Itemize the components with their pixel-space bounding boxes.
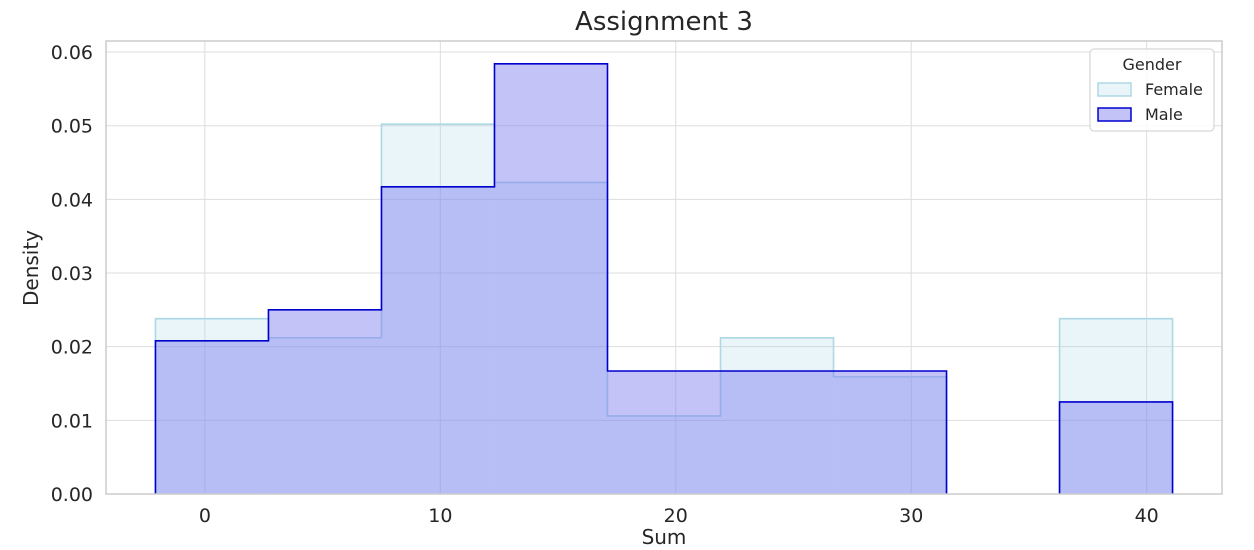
series-female — [154, 123, 1174, 495]
y-axis-label: Density — [19, 230, 43, 306]
y-tick-label: 0.01 — [51, 410, 93, 432]
step-outline-male — [154, 63, 948, 494]
plot-frame — [105, 40, 1223, 495]
x-tick-label: 40 — [1135, 505, 1159, 527]
x-tick-label: 0 — [199, 505, 211, 527]
legend-box — [1089, 48, 1215, 132]
bar-male — [155, 340, 269, 494]
bar-female — [381, 124, 495, 495]
bar-female — [1059, 318, 1173, 494]
y-tick-label: 0.05 — [51, 116, 93, 138]
axis-ticks: 0 10 20 30 40 0.00 0.01 0.02 0.03 0.04 0.05 0.06 — [51, 42, 1159, 527]
legend-swatch-male — [1097, 107, 1132, 122]
series-male — [154, 63, 1174, 495]
bar-female — [268, 337, 382, 494]
step-outline-male — [1058, 401, 1174, 494]
x-tick-label: 20 — [664, 505, 688, 527]
y-tick-label: 0.06 — [51, 42, 93, 64]
bar-female — [607, 415, 721, 494]
x-axis-label: Sum — [642, 525, 687, 549]
bar-male — [720, 370, 834, 494]
bar-male — [1059, 401, 1173, 494]
bar-male — [833, 370, 947, 494]
bar-female — [720, 337, 834, 494]
y-tick-label: 0.04 — [51, 189, 93, 211]
legend-swatch-female — [1097, 82, 1132, 97]
bar-female — [155, 318, 269, 494]
x-tick-label: 30 — [899, 505, 923, 527]
bar-male — [268, 309, 382, 494]
bar-female — [833, 376, 947, 494]
legend-label-female: Female — [1145, 80, 1203, 99]
y-tick-label: 0.03 — [51, 263, 93, 285]
legend: Gender Female Male — [1089, 48, 1215, 132]
bar-male — [607, 370, 721, 494]
x-tick-label: 10 — [428, 505, 452, 527]
y-tick-label: 0.00 — [51, 484, 93, 506]
legend-title: Gender — [1123, 55, 1182, 74]
chart-title: Assignment 3 — [575, 7, 753, 37]
legend-label-male: Male — [1145, 105, 1183, 124]
plot-area — [154, 63, 1174, 495]
y-tick-label: 0.02 — [51, 337, 93, 359]
bar-male — [381, 186, 495, 494]
bar-female — [494, 182, 608, 495]
bar-male — [494, 63, 608, 495]
